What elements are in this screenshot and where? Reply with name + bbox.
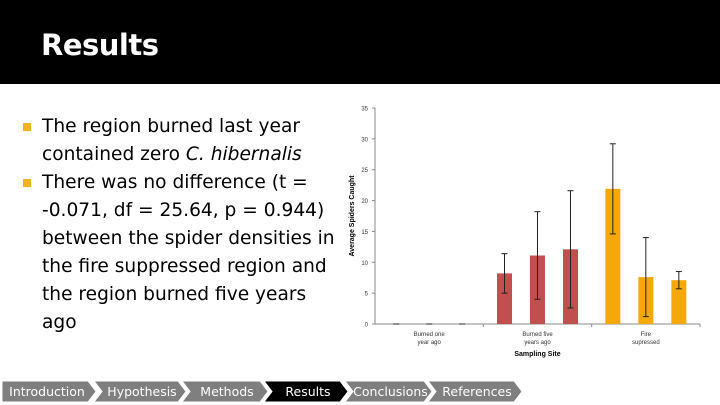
- section-nav: Introduction Hypothesis Methods Results Conc…: [0, 378, 720, 405]
- bar: [497, 273, 512, 324]
- x-tick-label: year ago: [417, 340, 441, 346]
- y-tick-label: 15: [361, 230, 368, 236]
- y-tick-label: 0: [365, 323, 369, 329]
- bullet-marker-icon: [23, 179, 31, 187]
- y-tick-label: 30: [361, 137, 368, 143]
- nav-arrows: [1, 380, 523, 403]
- bullet-text: There was no difference (t = -0.071, df …: [42, 172, 335, 333]
- x-tick-label: Burned one: [414, 332, 446, 338]
- nav-arrow-shape: [262, 380, 349, 403]
- nav-item-hypothesis[interactable]: Hypothesis: [107, 384, 177, 399]
- bullet-marker-icon: [23, 123, 31, 131]
- y-tick-label: 20: [361, 199, 368, 205]
- bullet-text: C. hibernalis: [185, 144, 302, 165]
- nav-item-conclusions[interactable]: Conclusions: [353, 384, 428, 399]
- y-tick-label: 10: [361, 261, 368, 267]
- x-axis-label: Sampling Site: [514, 351, 560, 358]
- y-axis-label: Average Spiders Caught: [349, 175, 356, 257]
- bar-chart: 0 5 10 15 20 25 30 35 Average Spiders Caught Burn…: [349, 107, 701, 358]
- x-tick-label: supressed: [632, 340, 660, 346]
- bar: [671, 280, 687, 324]
- nav-arrow-shape: [180, 380, 269, 403]
- nav-item-results[interactable]: Results: [285, 384, 331, 399]
- nav-item-references[interactable]: References: [442, 384, 512, 399]
- bullet-item: There was no difference (t = -0.071, df …: [22, 169, 340, 337]
- y-tick-label: 5: [365, 292, 369, 298]
- nav-arrow-shape: [92, 380, 187, 403]
- x-tick-label: Burned five: [522, 332, 553, 338]
- x-tick-label: years ago: [524, 340, 551, 346]
- y-tick-label: 35: [361, 107, 368, 113]
- title-bar: Results: [0, 0, 720, 84]
- nav-arrow-shape: [1, 380, 97, 403]
- bullet-text: The region burned last year contained ze…: [42, 116, 300, 165]
- slide-title: Results: [41, 28, 159, 62]
- x-tick-label: Fire: [641, 332, 652, 338]
- bullet-list: The region burned last year contained ze…: [22, 113, 340, 337]
- bullet-item: The region burned last year contained ze…: [22, 113, 340, 169]
- bar: [605, 188, 621, 324]
- nav-arrow-shape: [426, 380, 523, 403]
- nav-item-introduction[interactable]: Introduction: [9, 384, 85, 399]
- nav-arrow-shape: [343, 380, 433, 403]
- nav-item-methods[interactable]: Methods: [200, 384, 254, 399]
- y-tick-label: 25: [361, 168, 368, 174]
